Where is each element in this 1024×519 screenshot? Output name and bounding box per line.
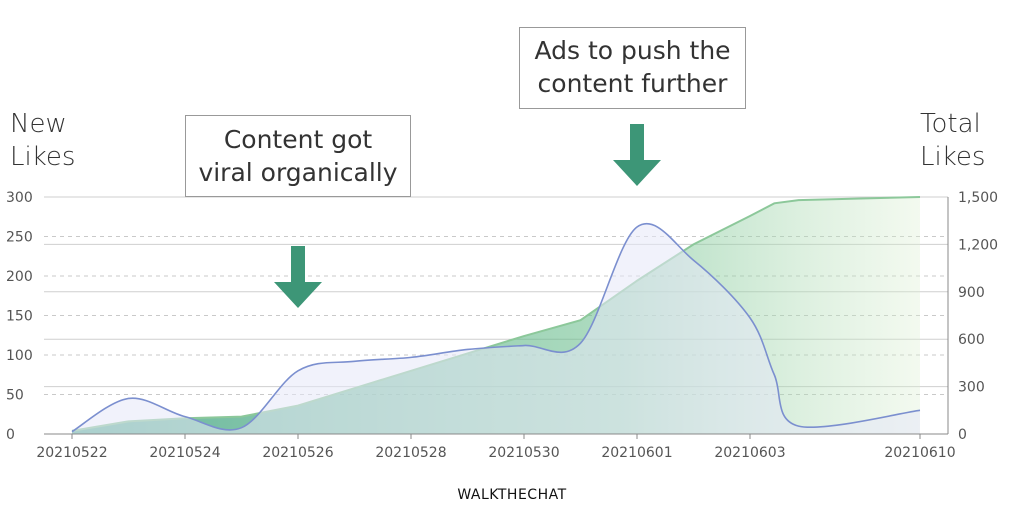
annotation-viral-line-2: viral organically bbox=[198, 158, 398, 187]
left-axis-title: New Likes bbox=[10, 108, 75, 174]
left-tick-label: 0 bbox=[6, 427, 15, 443]
right-tick-label: 1,200 bbox=[958, 237, 998, 253]
left-tick-label: 100 bbox=[6, 348, 33, 364]
left-axis-title-line-1: New bbox=[10, 109, 67, 139]
left-tick-label: 250 bbox=[6, 230, 33, 246]
x-tick-label: 20210526 bbox=[262, 445, 333, 461]
right-tick-label: 900 bbox=[958, 285, 985, 301]
right-tick-label: 600 bbox=[958, 332, 985, 348]
annotation-arrows bbox=[274, 124, 661, 308]
right-tick-label: 0 bbox=[958, 427, 967, 443]
annotation-ads: Ads to push the content further bbox=[519, 27, 746, 109]
annotation-viral-line-1: Content got bbox=[223, 125, 373, 154]
plot-area bbox=[71, 196, 921, 434]
arrow-viral bbox=[274, 246, 322, 308]
footer-brand: WALKTHECHAT bbox=[457, 487, 567, 503]
axes: 0 50 100 150 200 250 300 0 300 600 900 1,200 1,500 20… bbox=[6, 190, 998, 461]
right-tick-label: 300 bbox=[958, 380, 985, 396]
arrow-ads bbox=[613, 124, 661, 186]
total-likes-line bbox=[71, 196, 921, 432]
new-likes-area bbox=[72, 223, 920, 434]
right-axis-title: Total Likes bbox=[920, 108, 985, 174]
x-tick-label: 20210610 bbox=[884, 445, 955, 461]
annotation-ads-line-2: content further bbox=[537, 69, 728, 98]
x-tick-label: 20210601 bbox=[601, 445, 672, 461]
x-tick-label: 20210524 bbox=[149, 445, 220, 461]
x-tick-label: 20210522 bbox=[36, 445, 107, 461]
annotation-ads-line-1: Ads to push the bbox=[534, 36, 731, 65]
right-tick-label: 1,500 bbox=[958, 190, 998, 206]
left-tick-label: 200 bbox=[6, 269, 33, 285]
annotation-viral: Content got viral organically bbox=[185, 115, 411, 197]
new-likes-line bbox=[71, 222, 921, 433]
right-axis-title-line-2: Likes bbox=[920, 142, 986, 172]
left-tick-label: 150 bbox=[6, 309, 33, 325]
left-tick-label: 50 bbox=[6, 388, 24, 404]
right-axis-title-line-1: Total bbox=[920, 109, 981, 139]
x-tick-label: 20210528 bbox=[375, 445, 446, 461]
x-tick-label: 20210530 bbox=[488, 445, 559, 461]
x-tick-label: 20210603 bbox=[714, 445, 785, 461]
left-axis-title-line-2: Likes bbox=[10, 142, 76, 172]
left-tick-label: 300 bbox=[6, 190, 33, 206]
